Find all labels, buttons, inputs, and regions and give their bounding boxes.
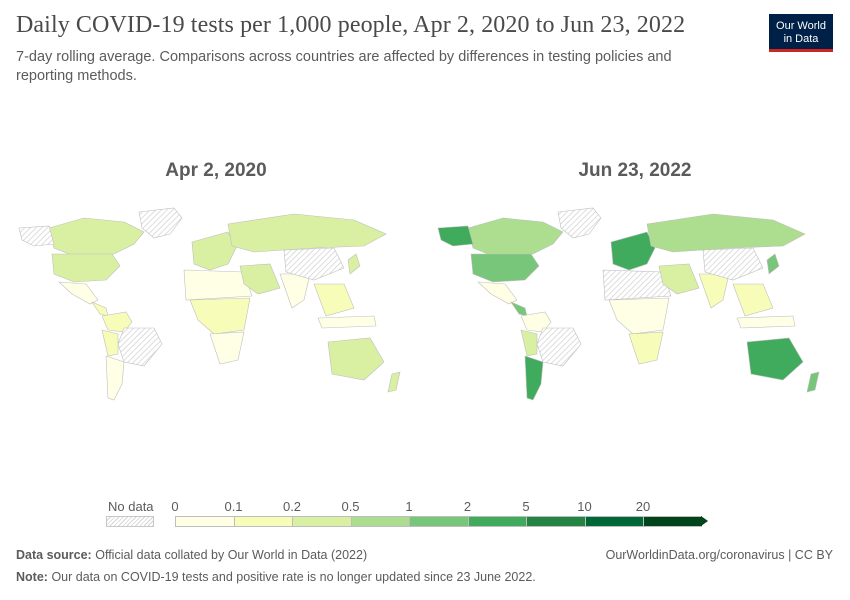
world-map-start[interactable] [14, 204, 414, 404]
india-region[interactable] [698, 273, 730, 309]
note-label: Note: [16, 570, 48, 584]
russia-region[interactable] [227, 213, 387, 253]
japan-region[interactable] [766, 253, 780, 275]
legend-no-data-swatch[interactable] [106, 516, 154, 527]
africa-south-region[interactable] [628, 331, 664, 365]
footer-note: Note: Our data on COVID-19 tests and pos… [16, 570, 536, 584]
australia-region[interactable] [327, 337, 385, 381]
central-america-region[interactable] [91, 301, 109, 317]
legend-color-bin[interactable] [350, 516, 409, 527]
indonesia-region[interactable] [736, 315, 796, 329]
canada-region[interactable] [467, 217, 564, 257]
mexico-region[interactable] [58, 281, 99, 305]
chile-argentina-region[interactable] [524, 355, 544, 401]
greenland-region[interactable] [138, 207, 183, 239]
usa-region[interactable] [470, 253, 540, 283]
legend-color-bin[interactable] [233, 516, 292, 527]
note-text: Our data on COVID-19 tests and positive … [51, 570, 536, 584]
legend-tick-label: 5 [522, 499, 530, 514]
legend-no-data-label: No data [108, 499, 154, 514]
legend-tick-label: 2 [463, 499, 472, 514]
legend-tick-label: 1 [405, 499, 413, 514]
legend-color-bin[interactable] [526, 516, 585, 527]
chile-argentina-region[interactable] [105, 355, 125, 401]
russia-region[interactable] [646, 213, 806, 253]
india-region[interactable] [279, 273, 311, 309]
brazil-region[interactable] [536, 327, 582, 367]
africa-north-region[interactable] [602, 269, 672, 301]
southeast-asia-region[interactable] [732, 283, 774, 317]
alaska-region[interactable] [437, 225, 474, 247]
legend-tick-label: 10 [577, 499, 592, 514]
legend-color-bin[interactable] [409, 516, 468, 527]
africa-north-region[interactable] [183, 269, 253, 301]
footer-source: Data source: Official data collated by O… [16, 548, 367, 562]
footer-credit-link[interactable]: OurWorldinData.org/coronavirus | CC BY [605, 548, 833, 562]
source-text: Official data collated by Our World in D… [95, 548, 368, 562]
peru-region[interactable] [101, 329, 119, 357]
chart-title: Daily COVID-19 tests per 1,000 people, A… [16, 12, 686, 38]
legend-color-bin[interactable] [643, 516, 702, 527]
legend-tick-label: 0.1 [224, 499, 243, 514]
legend-color-bin[interactable] [584, 516, 643, 527]
legend-color-bin[interactable] [467, 516, 526, 527]
africa-central-region[interactable] [608, 297, 670, 335]
new-zealand-region[interactable] [806, 371, 820, 393]
legend-tick-label: 0 [171, 499, 179, 514]
peru-region[interactable] [520, 329, 538, 357]
japan-region[interactable] [347, 253, 361, 275]
canada-region[interactable] [48, 217, 145, 257]
chart-subtitle: 7-day rolling average. Comparisons acros… [16, 49, 672, 84]
map-date-label-start: Apr 2, 2020 [165, 160, 267, 181]
indonesia-region[interactable] [317, 315, 377, 329]
legend-tick-label: 20 [635, 499, 651, 514]
legend-color-bin[interactable] [175, 516, 234, 527]
world-map-end[interactable] [433, 204, 833, 404]
middle-east-region[interactable] [239, 263, 281, 295]
legend-tick-label: 0.2 [282, 499, 302, 514]
mexico-region[interactable] [477, 281, 518, 305]
south-america-north-region[interactable] [520, 311, 552, 333]
source-label: Data source: [16, 548, 92, 562]
europe-region[interactable] [191, 231, 237, 271]
china-region[interactable] [283, 247, 345, 281]
brazil-region[interactable] [117, 327, 163, 367]
usa-region[interactable] [51, 253, 121, 283]
africa-central-region[interactable] [189, 297, 251, 335]
owid-logo[interactable]: Our World in Data [769, 14, 833, 52]
logo-line-1: Our World [776, 19, 826, 32]
logo-line-2: in Data [783, 32, 819, 45]
china-region[interactable] [702, 247, 764, 281]
south-america-north-region[interactable] [101, 311, 133, 333]
map-date-label-end: Jun 23, 2022 [578, 160, 692, 181]
africa-south-region[interactable] [209, 331, 245, 365]
new-zealand-region[interactable] [387, 371, 401, 393]
middle-east-region[interactable] [658, 263, 700, 295]
australia-region[interactable] [746, 337, 804, 381]
southeast-asia-region[interactable] [313, 283, 355, 317]
alaska-region[interactable] [18, 225, 55, 247]
europe-region[interactable] [610, 231, 656, 271]
legend-color-bin[interactable] [292, 516, 351, 527]
legend-arrow-icon [701, 516, 708, 526]
central-america-region[interactable] [510, 301, 528, 317]
legend-tick-label: 0.5 [341, 499, 360, 514]
greenland-region[interactable] [557, 207, 602, 239]
